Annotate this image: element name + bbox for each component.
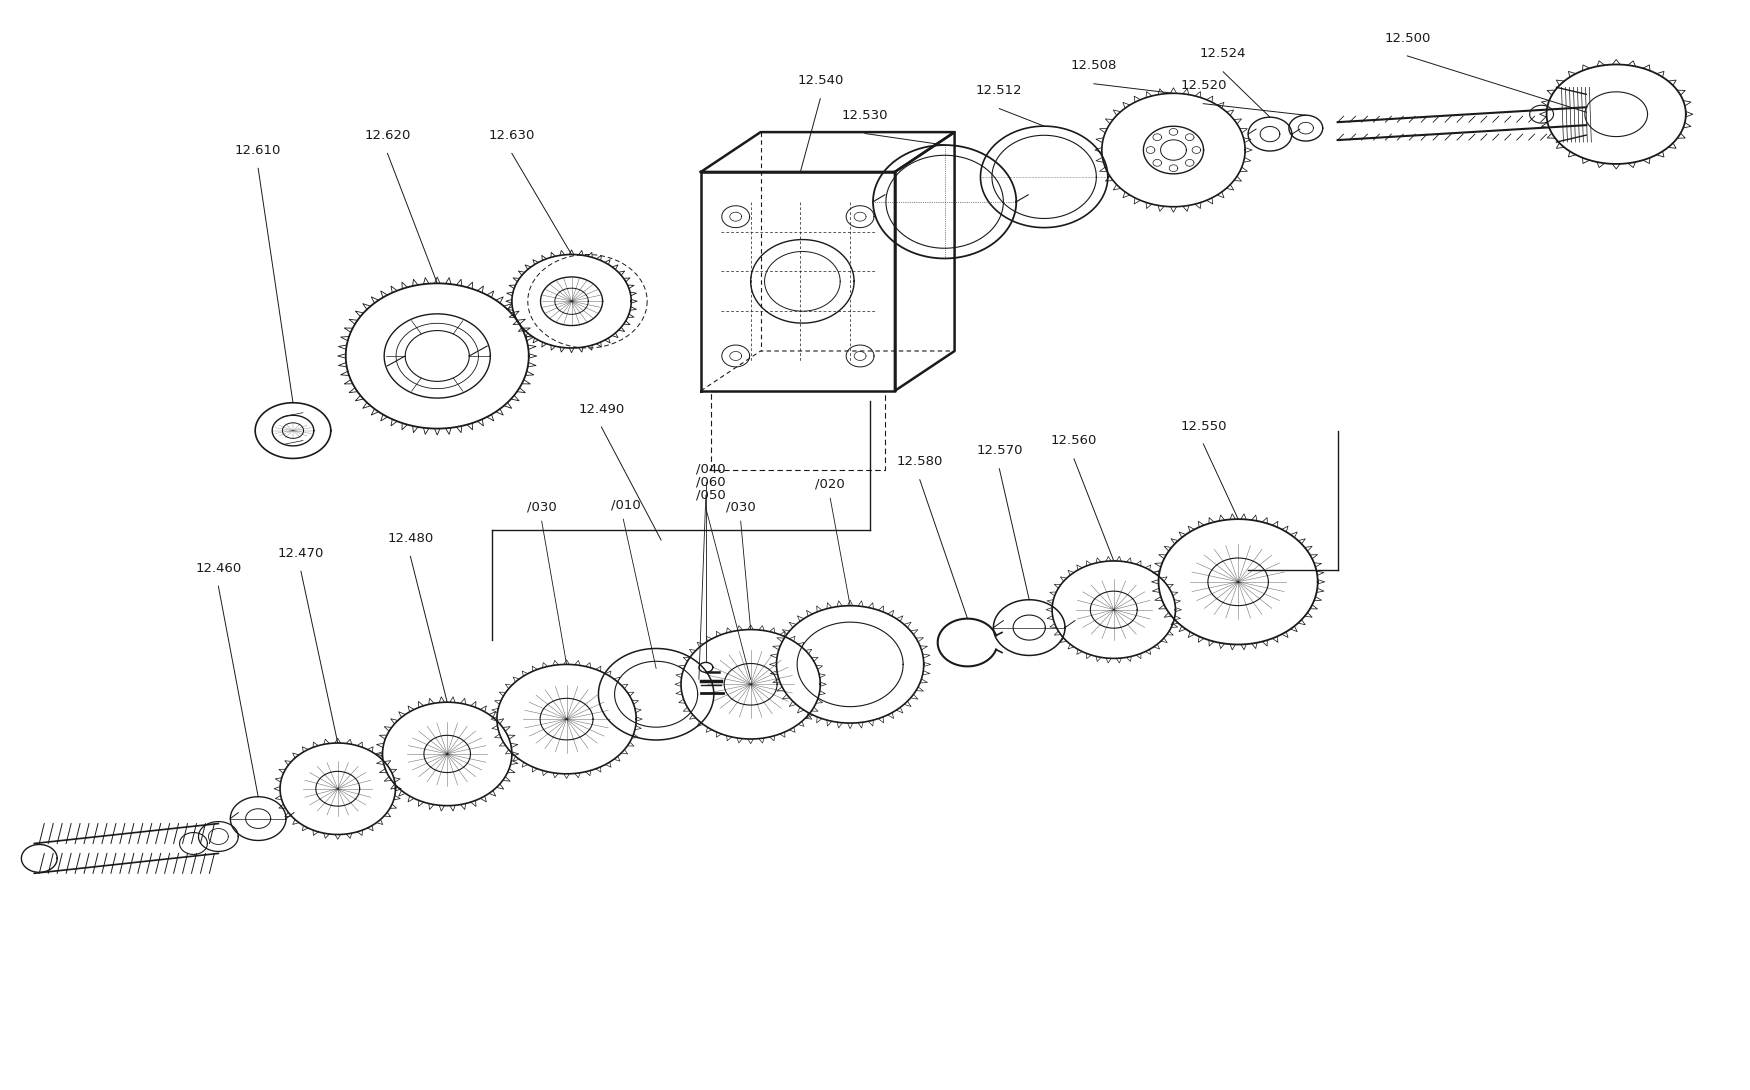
Text: /060: /060 bbox=[696, 475, 726, 488]
Text: 12.470: 12.470 bbox=[278, 547, 324, 560]
Text: 12.460: 12.460 bbox=[196, 561, 242, 574]
Text: 12.480: 12.480 bbox=[387, 532, 434, 545]
Text: /020: /020 bbox=[816, 477, 845, 490]
Text: 12.490: 12.490 bbox=[578, 402, 625, 415]
Text: /050: /050 bbox=[696, 488, 726, 501]
Text: 12.570: 12.570 bbox=[977, 445, 1022, 458]
Text: 12.610: 12.610 bbox=[234, 144, 282, 157]
Text: 12.512: 12.512 bbox=[977, 84, 1022, 97]
Text: /030: /030 bbox=[726, 500, 756, 513]
Text: /030: /030 bbox=[527, 500, 556, 513]
Text: 12.508: 12.508 bbox=[1071, 60, 1116, 72]
Text: 12.540: 12.540 bbox=[796, 74, 844, 87]
Text: 12.500: 12.500 bbox=[1384, 32, 1430, 45]
Text: 12.560: 12.560 bbox=[1050, 435, 1097, 448]
Text: 12.580: 12.580 bbox=[896, 456, 943, 469]
Text: 12.550: 12.550 bbox=[1180, 420, 1227, 433]
Text: 12.524: 12.524 bbox=[1200, 48, 1246, 60]
Text: /040: /040 bbox=[696, 462, 726, 475]
Text: /010: /010 bbox=[611, 498, 640, 511]
Text: 12.620: 12.620 bbox=[364, 129, 411, 142]
Text: 12.530: 12.530 bbox=[842, 109, 889, 122]
Text: 12.520: 12.520 bbox=[1180, 80, 1227, 93]
Text: 12.630: 12.630 bbox=[488, 129, 536, 142]
